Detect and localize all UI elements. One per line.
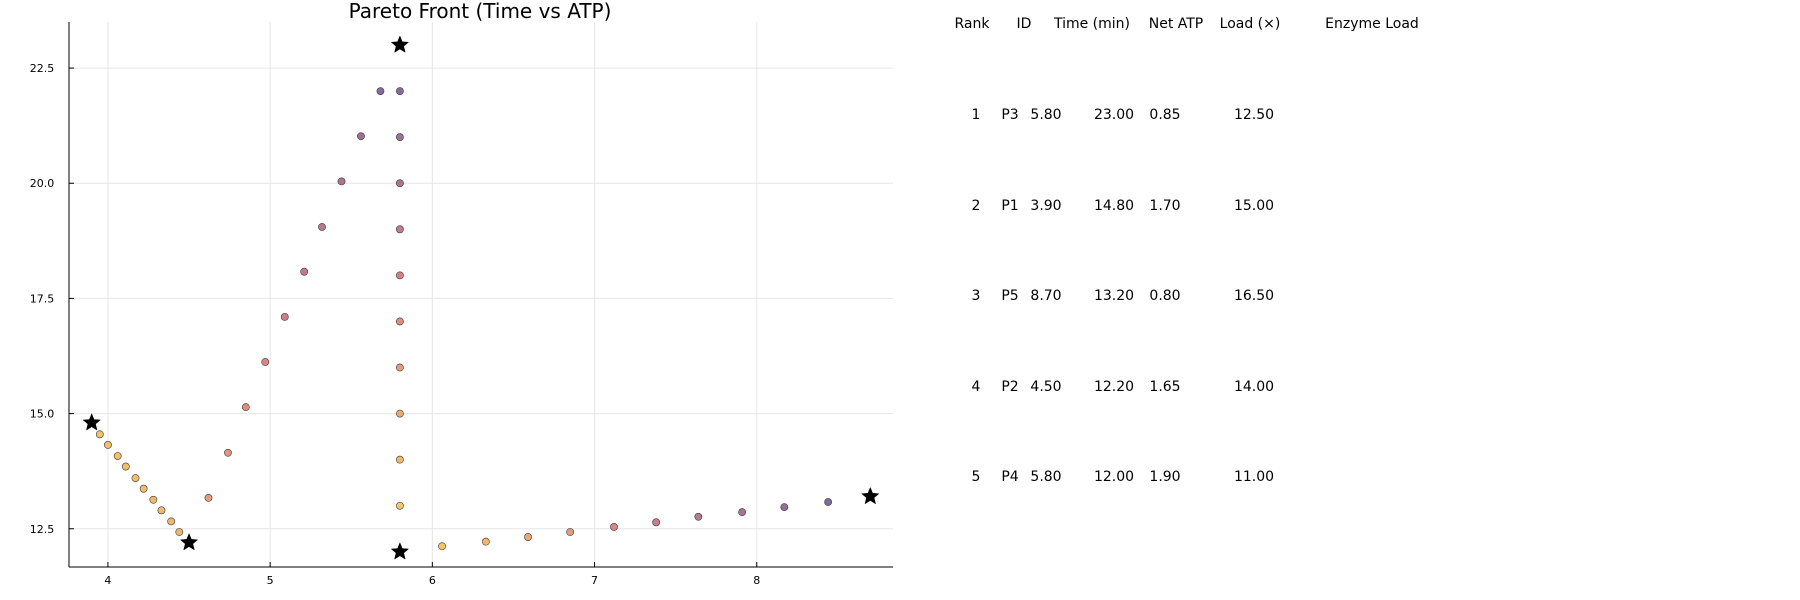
table-cell: 1.65 [1149, 379, 1180, 395]
scatter-point [157, 506, 166, 515]
table-cell: 13.20 [1094, 288, 1134, 304]
table-cell: 3.90 [1030, 198, 1061, 214]
scatter-point [337, 177, 346, 186]
pareto-star-point [390, 35, 410, 53]
table-cell: 5 [972, 469, 981, 485]
chart-title: Pareto Front (Time vs ATP) [349, 0, 612, 23]
table-cell: 1.70 [1149, 198, 1180, 214]
table-header: ID [1017, 16, 1032, 32]
scatter-point [395, 317, 404, 326]
table-cell: 8.70 [1030, 288, 1061, 304]
x-tick-label: 6 [429, 574, 436, 587]
table-cell: 5.80 [1030, 107, 1061, 123]
table-cell: 12.00 [1094, 469, 1134, 485]
scatter-point [694, 512, 703, 521]
table-cell: 14.80 [1094, 198, 1134, 214]
y-tick-label: 22.5 [30, 62, 55, 75]
table-cell: 12.20 [1094, 379, 1134, 395]
scatter-point [139, 484, 148, 493]
scatter-point [357, 132, 365, 141]
scatter-point [395, 179, 404, 188]
scatter-point [652, 518, 661, 527]
table-cell: 11.00 [1234, 469, 1274, 485]
scatter-point [610, 523, 618, 531]
table-cell: 23.00 [1094, 107, 1134, 123]
scatter-point [395, 87, 404, 96]
x-tick-label: 5 [267, 574, 274, 587]
table-header: Load (×) [1220, 16, 1281, 32]
x-tick-label: 4 [104, 574, 111, 587]
scatter-point [395, 409, 404, 418]
pareto-star-point [390, 542, 410, 560]
table-cell: 12.50 [1234, 107, 1274, 123]
scatter-point [241, 403, 250, 412]
scatter-point [204, 493, 213, 502]
table-cell: 4 [972, 379, 981, 395]
scatter-point [149, 495, 158, 504]
y-tick-label: 12.5 [30, 523, 55, 536]
table-cell: P1 [1001, 198, 1018, 214]
scatter-point [376, 87, 385, 96]
results-table: Rank ID Time (min) Net ATP Load (×) Enzyme Lo… [955, 16, 1419, 485]
table-cell: P4 [1001, 469, 1018, 485]
scatter-point [224, 448, 232, 457]
table-cell: P2 [1001, 379, 1018, 395]
scatter-point [438, 542, 446, 551]
x-tick-label: 8 [753, 574, 760, 587]
scatter-point [131, 474, 140, 482]
table-header: Net ATP [1149, 16, 1204, 32]
pareto-star-point [179, 532, 199, 551]
table-header: Time (min) [1053, 16, 1130, 32]
scatter-point [524, 533, 532, 541]
table-cell: 3 [972, 288, 981, 304]
table-cell: 2 [972, 198, 981, 214]
table-cell: P3 [1001, 107, 1018, 123]
table-cell: 4.50 [1030, 379, 1061, 395]
data-points [82, 35, 880, 560]
scatter-point [395, 363, 404, 372]
axes [68, 22, 893, 568]
table-cell: 0.85 [1149, 107, 1180, 123]
table-cell: 15.00 [1234, 198, 1274, 214]
scatter-point [113, 452, 122, 460]
tick-labels: 4 5 6 7 8 12.5 15.0 17.5 20.0 22.5 [30, 62, 760, 587]
scatter-point [738, 508, 747, 517]
y-tick-label: 15.0 [30, 408, 55, 421]
y-tick-label: 17.5 [30, 292, 55, 305]
scatter-point [261, 358, 270, 366]
scatter-point [395, 133, 404, 142]
table-cell: P5 [1001, 288, 1018, 304]
scatter-point [175, 528, 184, 536]
scatter-point [395, 271, 404, 280]
table-cell: 14.00 [1234, 379, 1274, 395]
scatter-point [121, 462, 130, 471]
scatter-point [167, 517, 176, 526]
table-cell: 16.50 [1234, 288, 1274, 304]
scatter-point [395, 225, 404, 234]
grid-lines [69, 22, 893, 567]
table-cell: 0.80 [1149, 288, 1180, 304]
scatter-point [280, 312, 289, 321]
scatter-point [824, 498, 833, 506]
pareto-star-point [861, 486, 880, 505]
scatter-point [104, 441, 112, 449]
scatter-point [395, 501, 404, 510]
x-tick-label: 7 [591, 574, 598, 587]
scatter-point [318, 223, 326, 231]
table-cell: 1.90 [1149, 469, 1180, 485]
pareto-star-point [82, 413, 101, 431]
scatter-point [780, 503, 789, 512]
scatter-point [566, 528, 575, 536]
scatter-point [95, 430, 104, 439]
table-cell: 1 [972, 107, 981, 123]
scatter-point [481, 537, 490, 546]
y-tick-label: 20.0 [30, 177, 55, 190]
table-header: Enzyme Load [1325, 16, 1419, 32]
scatter-point [395, 455, 404, 464]
table-cell: 5.80 [1030, 469, 1061, 485]
table-header: Rank [955, 16, 991, 32]
scatter-point [300, 267, 309, 276]
